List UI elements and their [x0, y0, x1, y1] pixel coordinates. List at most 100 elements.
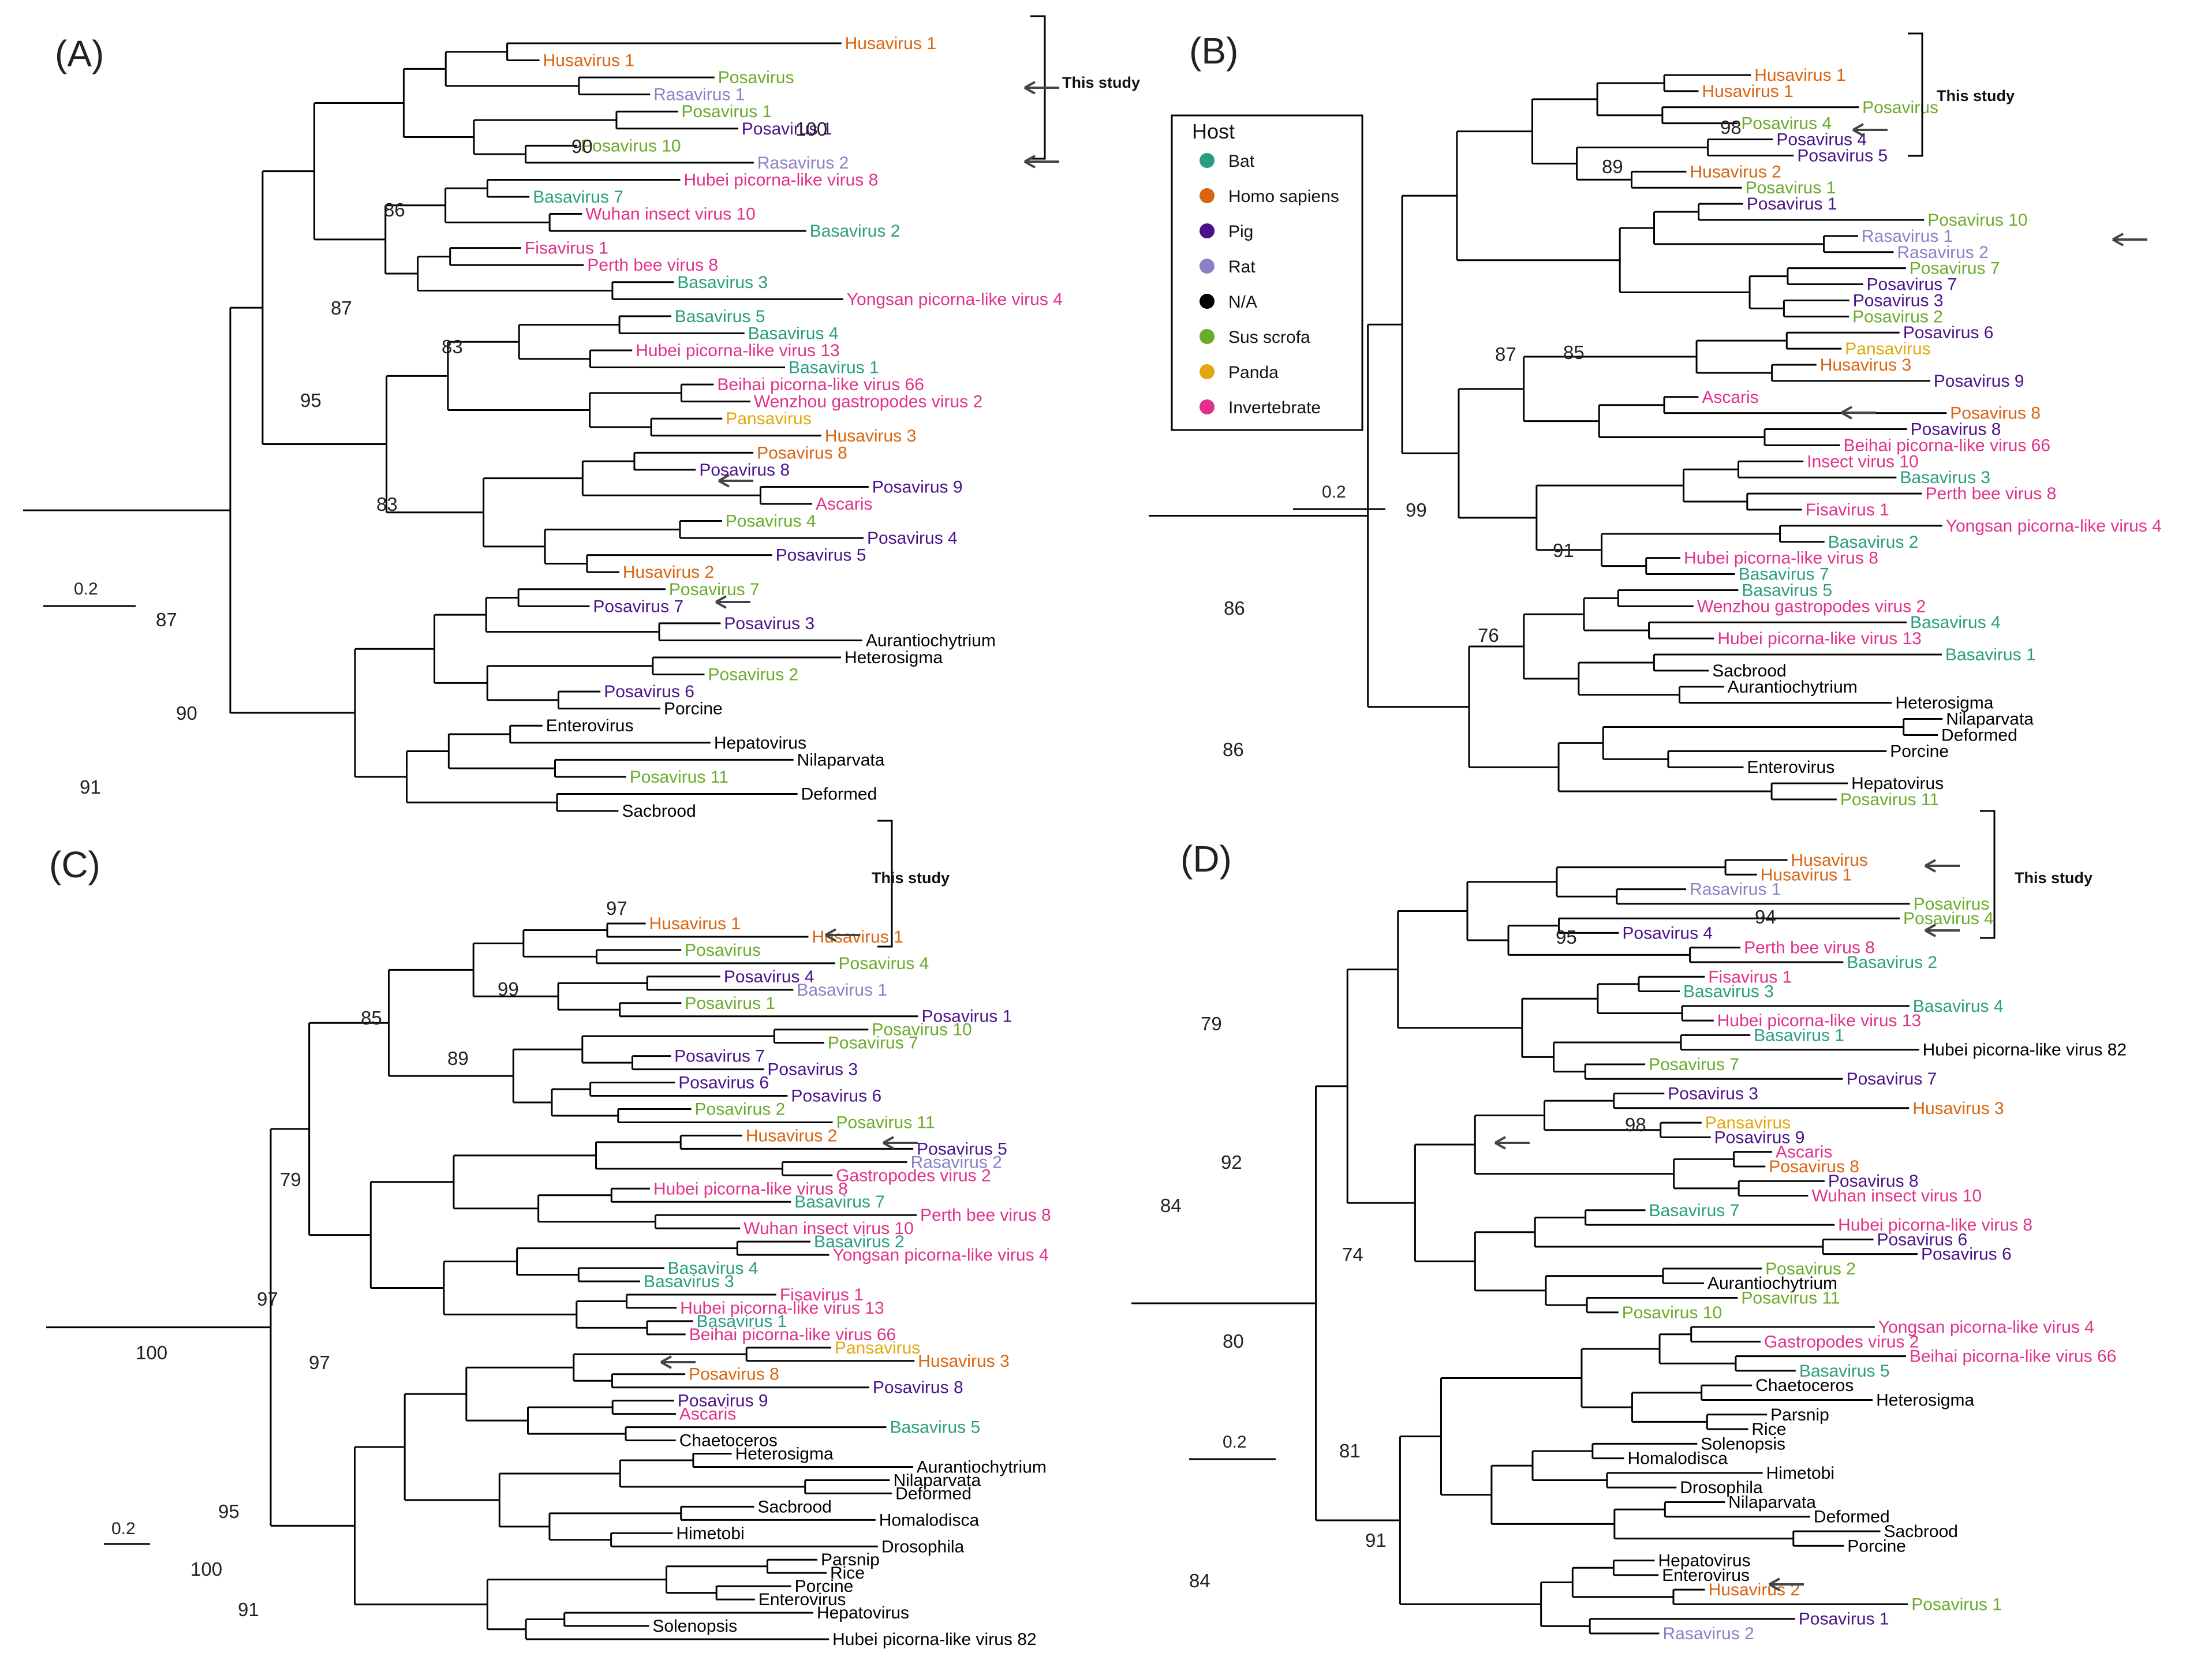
leaf-label: Heterosigma: [735, 1445, 834, 1464]
support-value: 95: [1556, 926, 1577, 948]
leaf-label: Posavirus 6: [1903, 323, 1994, 342]
legend-label-invertebrate: Invertebrate: [1228, 398, 1321, 417]
support-value: 100: [795, 118, 827, 140]
leaf-label: Perth bee virus 8: [920, 1206, 1051, 1225]
leaf-label: Heterosigma: [1895, 694, 1993, 713]
leaf-label: Pansavirus: [835, 1339, 920, 1358]
leaf-label: Posavirus 9: [872, 477, 963, 496]
leaf-label: Posavirus 2: [708, 666, 798, 685]
leaf-label: Posavirus 7: [1910, 259, 2000, 278]
legend-label-sus-scrofa: Sus scrofa: [1228, 328, 1310, 347]
leaf-label: Posavirus 10: [872, 1020, 972, 1040]
leaf-label: Chaetoceros: [679, 1431, 778, 1450]
leaf-label: Aurantiochytrium: [866, 631, 996, 650]
leaf-label: Porcine: [1890, 742, 1949, 761]
support-value: 97: [606, 898, 627, 919]
leaf-label: Basavirus 4: [748, 324, 839, 343]
support-value: 95: [218, 1501, 240, 1522]
study-arrow-icon: [1024, 81, 1059, 95]
leaf-label: Posavirus 10: [581, 136, 681, 155]
legend-swatch-homo-sapiens: [1200, 188, 1215, 203]
study-arrow-icon: [1925, 924, 1960, 937]
study-arrow-icon: [2112, 233, 2147, 246]
leaf-label: Heterosigma: [845, 648, 943, 667]
support-value: 84: [1189, 1570, 1210, 1591]
host-legend: Host Bat Homo sapiens Pig Rat N/A Sus scrofa P…: [1171, 114, 1363, 431]
leaf-label: Pansavirus: [1845, 339, 1930, 358]
leaf-label: Hubei picorna-like virus 82: [1923, 1041, 2127, 1060]
leaf-label: Basavirus 3: [1900, 468, 1990, 487]
support-value: 91: [80, 776, 101, 798]
leaf-label: Posavirus 7: [669, 580, 760, 599]
leaf-label: Posavirus 6: [678, 1074, 769, 1093]
support-value: 83: [376, 493, 398, 515]
support-value: 87: [1495, 343, 1516, 365]
leaf-label: Husavirus 1: [812, 928, 903, 947]
support-value: 85: [361, 1007, 382, 1029]
support-value: 89: [447, 1048, 469, 1069]
leaf-label: Posavirus 10: [1622, 1303, 1722, 1322]
tree-panel-c: Husavirus 1 Husavirus 1 Posavirus Posavirus…: [46, 820, 1051, 1649]
leaf-label: Posavirus 7: [1649, 1055, 1739, 1074]
leaf-label: Posavirus 9: [678, 1392, 768, 1411]
leaf-label: Posavirus 7: [674, 1047, 765, 1066]
support-value: 84: [1160, 1195, 1182, 1216]
support-value: 86: [1224, 597, 1245, 619]
leaf-label: Enterovirus: [1662, 1566, 1750, 1585]
leaf-label: Hubei picorna-like virus 13: [680, 1299, 884, 1318]
panel-label-b: (B): [1189, 30, 1238, 72]
legend-label-n-a: N/A: [1228, 293, 1257, 312]
study-arrow-icon: [825, 928, 860, 942]
support-value: 100: [190, 1558, 222, 1580]
leaf-label: Enterovirus: [758, 1590, 846, 1609]
support-value: 83: [442, 336, 463, 357]
leaf-label: Solenopsis: [652, 1617, 737, 1636]
leaf-label: Fisavirus 1: [525, 239, 608, 258]
leaf-label: Basavirus 3: [644, 1272, 734, 1291]
study-arrow-icon: [1494, 1136, 1530, 1150]
leaf-label: Posavirus 6: [604, 682, 694, 701]
leaf-label: Yongsan picorna-like virus 4: [847, 290, 1063, 309]
leaf-label: Sacbrood: [757, 1497, 831, 1516]
leaf-label: Posavirus 1: [1911, 1595, 2002, 1614]
leaf-label: Posavirus 8: [1769, 1157, 1859, 1176]
support-value: 100: [136, 1342, 167, 1363]
leaf-label: Beihai picorna-like virus 66: [717, 375, 924, 394]
leaf-label: Husavirus 2: [623, 563, 714, 582]
leaf-label: Insect virus 10: [1807, 452, 1918, 471]
leaf-label: Hubei picorna-like virus 82: [832, 1630, 1037, 1649]
leaf-label: Basavirus 1: [797, 981, 887, 1000]
study-arrow-icon: [1024, 155, 1059, 169]
leaf-label: Posavirus 8: [873, 1378, 963, 1397]
scale-bar-label: 0.2: [74, 579, 98, 599]
support-value: 74: [1342, 1244, 1363, 1265]
leaf-label: Posavirus 4: [1776, 130, 1867, 149]
leaf-label: Basavirus 5: [1799, 1362, 1890, 1381]
legend-label-rat: Rat: [1228, 257, 1256, 276]
legend-swatch-n-a: [1200, 294, 1215, 309]
leaf-label: Posavirus 3: [1668, 1085, 1758, 1104]
leaf-label: Posavirus 4: [724, 967, 814, 986]
leaf-label: Posavirus 4: [839, 954, 929, 973]
leaf-label: Husavirus 1: [649, 914, 741, 933]
leaf-label: Drosophila: [1680, 1478, 1763, 1497]
leaf-label: Posavirus 7: [828, 1034, 918, 1053]
leaf-label: Fisavirus 1: [780, 1285, 864, 1304]
leaf-label: Husavirus 3: [1912, 1099, 2004, 1118]
leaf-label: Wuhan insect virus 10: [743, 1219, 914, 1238]
support-value: 79: [280, 1169, 301, 1190]
leaf-label: Posavirus 9: [1934, 372, 2024, 391]
leaf-label: Posavirus 9: [1714, 1128, 1805, 1147]
leaf-label: Posavirus 7: [1847, 1070, 1937, 1089]
leaf-label: Basavirus 1: [1754, 1026, 1844, 1045]
leaf-label: Perth bee virus 8: [1926, 484, 2057, 503]
support-value: 80: [1223, 1330, 1244, 1352]
support-value: 87: [331, 297, 352, 319]
support-value: 95: [300, 390, 322, 411]
leaf-label: Posavirus 3: [724, 614, 814, 633]
study-arrow-icon: [1769, 1577, 1804, 1591]
this-study-label: This study: [1062, 74, 1140, 91]
leaf-label: Posavirus 2: [695, 1100, 786, 1119]
leaf-label: Basavirus 3: [677, 273, 768, 292]
leaf-label: Nilaparvata: [1946, 710, 2034, 729]
